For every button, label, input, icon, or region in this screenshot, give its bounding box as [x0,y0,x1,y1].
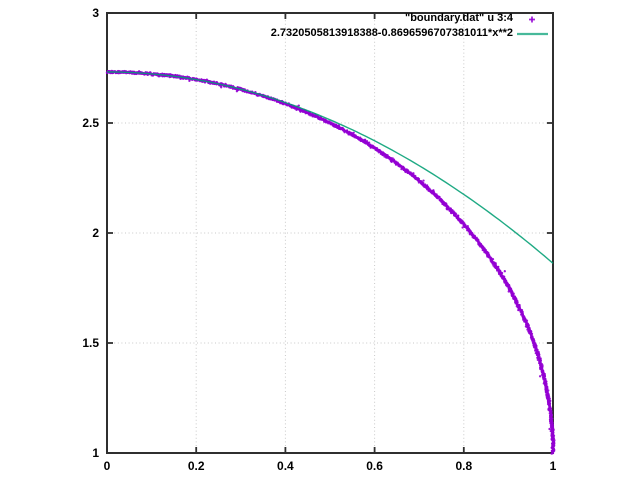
series-boundary-points [105,69,556,455]
series-fit-line [106,71,554,264]
y-tick-label: 1 [92,446,99,460]
plot-border [106,12,554,454]
x-tick-label: 0.8 [455,459,473,473]
y-tick-label: 1.5 [82,336,99,350]
legend-entry-boundary: "boundary.dat" u 3:4 [0,11,513,26]
legend-label-fit: 2.7320505813918388-0.8696596707381011*x*… [270,27,513,39]
legend-entry-fit: 2.7320505813918388-0.8696596707381011*x*… [0,26,513,41]
x-tick-label: 0.6 [366,459,383,473]
x-tick-label: 0.4 [277,459,294,473]
y-tick-label: 3 [92,6,99,20]
legend-label-boundary: "boundary.dat" u 3:4 [404,12,513,24]
x-tick-label: 0.2 [187,459,205,473]
legend: "boundary.dat" u 3:4 2.7320505813918388-… [0,11,513,41]
y-tick-label: 2.5 [82,116,99,130]
x-tick-label: 1 [549,459,557,473]
x-tick-label: 0 [103,459,111,473]
y-tick-label: 2 [92,226,99,240]
